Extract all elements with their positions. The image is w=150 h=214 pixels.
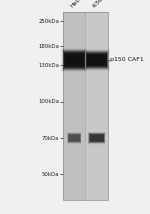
Bar <box>87 131 106 145</box>
Bar <box>85 12 108 200</box>
Bar <box>67 132 82 144</box>
Bar <box>63 51 86 69</box>
Bar <box>69 135 80 141</box>
Bar <box>83 48 110 71</box>
Bar <box>63 12 108 200</box>
Bar <box>89 134 104 142</box>
Text: 250kDa: 250kDa <box>38 19 59 24</box>
Bar <box>85 52 108 68</box>
Bar <box>66 131 82 145</box>
Bar <box>88 133 105 143</box>
Bar <box>89 133 105 143</box>
Bar <box>63 50 86 70</box>
Bar <box>84 49 110 71</box>
Bar <box>68 134 80 142</box>
Text: 100kDa: 100kDa <box>38 99 59 104</box>
Bar <box>64 53 84 67</box>
Bar <box>87 55 106 65</box>
Text: p150 CAF1: p150 CAF1 <box>110 57 144 62</box>
Bar <box>90 135 104 141</box>
Bar <box>88 132 105 144</box>
Bar <box>67 132 81 144</box>
Bar <box>90 134 104 142</box>
Bar <box>68 133 81 143</box>
Bar <box>65 54 84 66</box>
Bar <box>86 53 107 67</box>
Bar <box>67 133 81 143</box>
Bar <box>62 49 87 71</box>
Bar <box>84 50 109 70</box>
Text: 130kDa: 130kDa <box>38 63 59 68</box>
Text: HeLa: HeLa <box>69 0 83 9</box>
Bar <box>85 51 108 69</box>
Bar <box>63 12 86 200</box>
Bar <box>68 134 81 142</box>
Text: 180kDa: 180kDa <box>38 43 59 49</box>
Bar <box>64 52 85 68</box>
Text: 70kDa: 70kDa <box>42 135 59 141</box>
Bar <box>87 54 107 66</box>
Bar <box>61 48 87 72</box>
Bar <box>61 47 88 73</box>
Text: 50kDa: 50kDa <box>42 172 59 177</box>
Text: K-562: K-562 <box>92 0 107 9</box>
Bar <box>88 132 106 144</box>
